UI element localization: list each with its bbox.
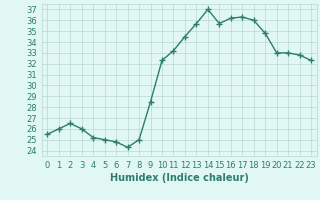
X-axis label: Humidex (Indice chaleur): Humidex (Indice chaleur) (110, 173, 249, 183)
